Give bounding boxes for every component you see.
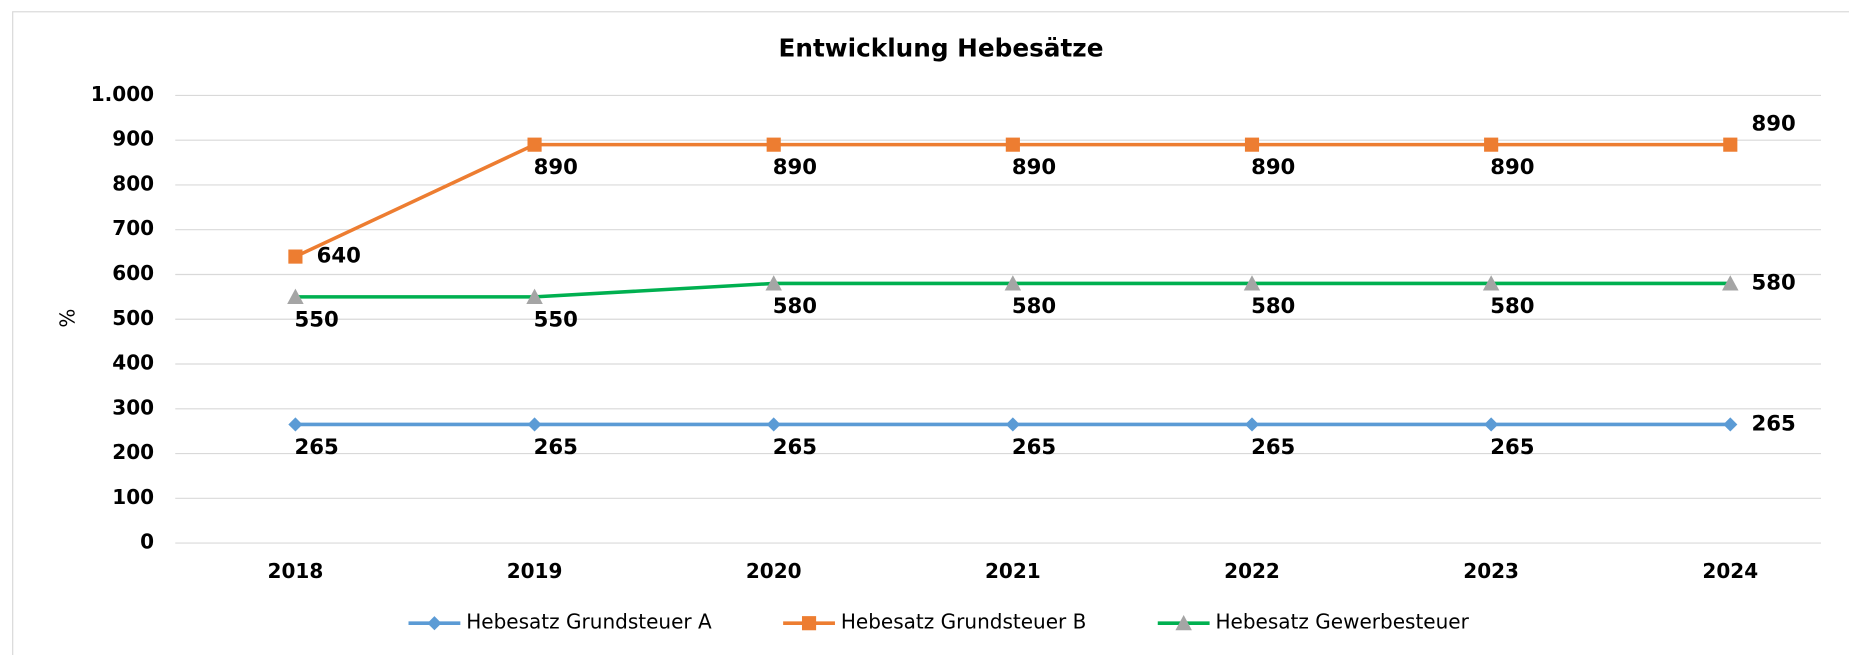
- data-label: 550: [295, 306, 339, 331]
- x-tick-label: 2018: [268, 559, 324, 583]
- y-tick-label: 300: [112, 395, 154, 419]
- x-tick-label: 2019: [507, 559, 563, 583]
- data-label: 265: [773, 434, 817, 459]
- data-label: 890: [1012, 154, 1056, 179]
- data-label: 890: [1490, 154, 1534, 179]
- legend-label: Hebesatz Gewerbesteuer: [1215, 610, 1469, 634]
- y-tick-label: 600: [112, 261, 154, 285]
- data-label: 580: [1490, 293, 1534, 318]
- y-tick-label: 400: [112, 351, 154, 375]
- marker: [1243, 275, 1261, 291]
- marker: [287, 288, 304, 304]
- y-tick-label: 700: [112, 216, 154, 240]
- data-label: 580: [773, 293, 817, 318]
- y-tick-label: 500: [112, 306, 154, 330]
- data-label: 265: [534, 434, 578, 459]
- data-label: 580: [1751, 269, 1795, 294]
- marker: [527, 137, 542, 152]
- marker: [1005, 417, 1020, 432]
- legend-marker: [427, 616, 442, 631]
- marker: [526, 288, 543, 304]
- x-tick-label: 2020: [746, 559, 802, 583]
- marker: [1482, 275, 1500, 291]
- data-label: 890: [534, 154, 578, 179]
- marker: [1722, 275, 1739, 291]
- y-tick-label: 100: [112, 485, 154, 509]
- chart-title: Entwicklung Hebesätze: [779, 33, 1104, 62]
- marker: [288, 417, 303, 432]
- marker: [1244, 417, 1260, 432]
- x-tick-label: 2021: [985, 559, 1041, 583]
- data-label: 890: [773, 154, 817, 179]
- marker: [1484, 417, 1499, 432]
- x-tick-label: 2023: [1463, 559, 1519, 583]
- data-label: 265: [1751, 410, 1795, 435]
- chart-frame: [12, 11, 1849, 655]
- y-tick-label: 0: [140, 530, 154, 554]
- x-tick-label: 2022: [1224, 559, 1280, 583]
- data-label: 580: [1251, 293, 1295, 318]
- marker: [1244, 137, 1260, 152]
- marker: [1005, 137, 1020, 152]
- marker: [766, 417, 781, 432]
- data-label: 640: [317, 243, 361, 268]
- y-tick-label: 900: [112, 127, 154, 151]
- x-tick-label: 2024: [1702, 559, 1758, 583]
- legend-label: Hebesatz Grundsteuer A: [466, 610, 712, 634]
- data-label: 890: [1751, 111, 1795, 136]
- legend-marker: [801, 616, 817, 631]
- marker: [288, 249, 303, 264]
- y-axis-label: %: [56, 309, 80, 328]
- legend-label: Hebesatz Grundsteuer B: [841, 610, 1087, 634]
- marker: [1723, 417, 1738, 432]
- data-label: 265: [1490, 434, 1534, 459]
- marker: [527, 417, 542, 432]
- marker: [765, 275, 782, 291]
- legend-marker: [1175, 614, 1192, 631]
- marker: [1004, 275, 1022, 291]
- data-label: 265: [295, 434, 339, 459]
- data-label: 580: [1012, 293, 1056, 318]
- y-tick-label: 200: [112, 440, 154, 464]
- data-label: 265: [1251, 434, 1295, 459]
- data-label: 550: [534, 306, 578, 331]
- marker: [1723, 137, 1738, 152]
- marker: [1484, 137, 1499, 152]
- data-label: 265: [1012, 434, 1056, 459]
- y-tick-label: 1.000: [91, 82, 154, 106]
- y-tick-label: 800: [112, 171, 154, 195]
- marker: [766, 137, 781, 152]
- data-label: 890: [1251, 154, 1295, 179]
